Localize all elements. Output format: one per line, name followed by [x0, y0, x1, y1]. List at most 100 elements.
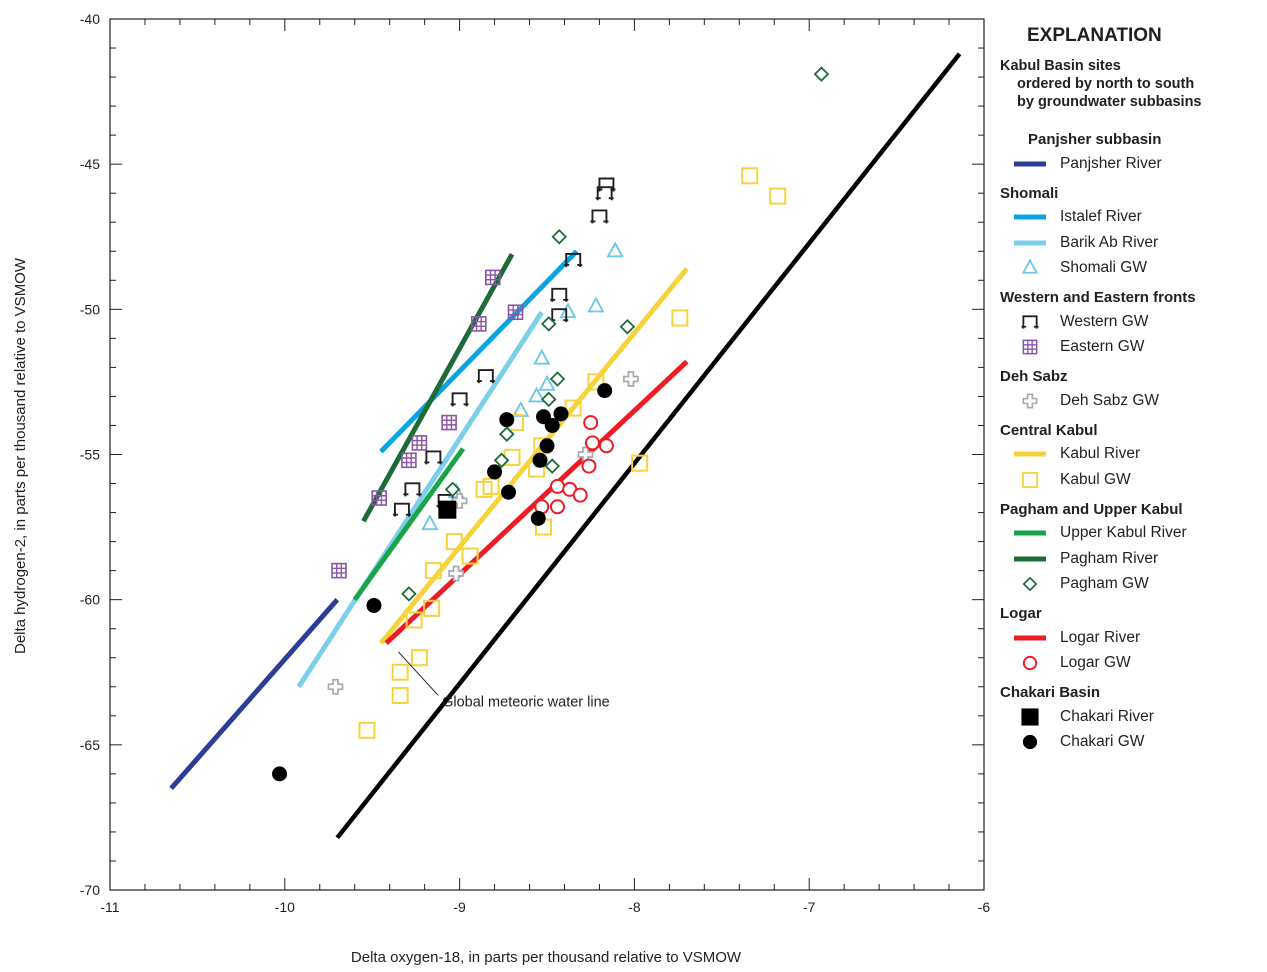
- series-line-pagham-river: [361, 252, 515, 523]
- x-tick-label: -11: [100, 899, 119, 915]
- data-point-chakari-gw: [532, 452, 548, 468]
- legend-item-label: Pagham GW: [1060, 575, 1149, 593]
- data-point-pagham-gw: [544, 458, 561, 474]
- data-point-kabul-gw: [587, 373, 605, 391]
- legend-group-panjsher-subbasin: Panjsher subbasin Panjsher River: [1000, 129, 1267, 177]
- x-axis-title: Delta oxygen-18, in parts per thousand r…: [351, 949, 742, 966]
- data-point-eastern-gw: [401, 452, 417, 469]
- legend-group-title: Logar: [1000, 605, 1042, 622]
- legend-item-pagham-river: Pagham River: [1000, 546, 1267, 572]
- series-line-global-meteoric-water-line: [335, 52, 962, 840]
- data-point-eastern-gw: [507, 304, 524, 321]
- legend-group-title: Western and Eastern fronts: [1000, 289, 1196, 306]
- series-eastern-gw: [331, 269, 524, 579]
- data-point-deh-sabz-gw: [327, 678, 344, 695]
- data-point-eastern-gw: [331, 562, 347, 579]
- legend-group-central-kabul: Central Kabul Kabul River Kabul GW: [1000, 420, 1267, 493]
- legend-group-pagham-and-upper-kabul: Pagham and Upper Kabul Upper Kabul River P…: [1000, 499, 1267, 598]
- data-point-deh-sabz-gw: [623, 371, 639, 387]
- data-point-eastern-gw: [441, 414, 457, 431]
- legend-group-western-and-eastern-fronts: Western and Eastern fronts Western GW East…: [1000, 287, 1267, 360]
- legend-item-logar-river: Logar River: [1000, 625, 1267, 651]
- data-point-western-gw: [476, 369, 495, 384]
- legend-symbol-line: [1000, 522, 1060, 544]
- series-chakari-river: [438, 500, 457, 519]
- legend-item-label: Panjsher River: [1060, 154, 1162, 172]
- legend-item-pagham-gw: Pagham GW: [1000, 572, 1267, 598]
- data-point-deh-sabz-gw: [451, 493, 468, 509]
- legend-symbol-filled-square: [1000, 706, 1060, 728]
- legend-intro-line: by groundwater subbasins: [1017, 94, 1202, 110]
- series-western-gw: [392, 177, 616, 517]
- annotation-gmwl: Global meteoric water line: [398, 651, 610, 710]
- data-point-kabul-gw: [391, 686, 409, 704]
- series-line-upper-kabul-river: [352, 447, 466, 602]
- data-point-chakari-gw: [553, 406, 569, 422]
- x-tick-label: -8: [628, 899, 641, 915]
- x-tick-label: -7: [803, 899, 816, 915]
- legend-item-chakari-gw: Chakari GW: [1000, 730, 1267, 756]
- data-point-eastern-gw: [485, 269, 501, 286]
- plot-area: [109, 18, 985, 891]
- legend-title: EXPLANATION: [1027, 25, 1162, 46]
- legend-symbol-line: [1000, 443, 1060, 465]
- legend-intro: Kabul Basin sites ordered by north to so…: [1000, 57, 1267, 111]
- legend-symbol-diamond: [1000, 573, 1060, 595]
- legend-item-label: Chakari GW: [1060, 733, 1145, 751]
- y-axis-title: Delta hydrogen-2, in parts per thousand …: [12, 257, 29, 654]
- data-point-western-gw: [392, 502, 411, 517]
- data-point-western-gw: [595, 186, 614, 201]
- legend-item-label: Pagham River: [1060, 549, 1159, 567]
- legend-item-label: Istalef River: [1060, 208, 1142, 226]
- data-point-pagham-gw: [444, 481, 461, 498]
- data-point-eastern-gw: [471, 316, 487, 332]
- legend-intro-line: ordered by north to south: [1017, 76, 1195, 92]
- data-point-logar-gw: [598, 438, 614, 454]
- legend-item-kabul-river: Kabul River: [1000, 442, 1267, 468]
- legend-symbol-cross: [1000, 390, 1060, 412]
- legend-item-label: Upper Kabul River: [1060, 524, 1187, 542]
- data-point-logar-gw: [584, 435, 600, 451]
- y-tick-label: -50: [80, 301, 100, 317]
- series-global-meteoric-water-line: [335, 52, 962, 840]
- legend-item-label: Logar River: [1060, 628, 1141, 646]
- legend-symbol-circle: [1000, 652, 1060, 674]
- legend-item-label: Deh Sabz GW: [1060, 391, 1160, 409]
- data-point-deh-sabz-gw: [448, 565, 464, 582]
- data-point-shomali-gw: [512, 400, 530, 417]
- data-point-shomali-gw: [527, 386, 546, 403]
- legend-symbol-square: [1000, 469, 1060, 491]
- data-point-eastern-gw: [371, 490, 387, 506]
- y-tick-label: -40: [80, 11, 100, 27]
- data-point-pagham-gw: [540, 316, 557, 332]
- data-point-chakari-gw: [487, 464, 503, 480]
- data-point-shomali-gw: [606, 241, 624, 258]
- legend-item-upper-kabul-river: Upper Kabul River: [1000, 521, 1267, 547]
- legend-group-logar: Logar Logar River Logar GW: [1000, 603, 1267, 676]
- data-point-chakari-gw: [272, 766, 288, 782]
- data-point-logar-gw: [572, 487, 588, 503]
- legend-item-label: Barik Ab River: [1060, 233, 1159, 251]
- data-point-western-gw: [424, 450, 443, 465]
- data-point-kabul-gw: [405, 611, 423, 629]
- data-point-pagham-gw: [401, 586, 417, 602]
- legend-group-title: Central Kabul: [1000, 421, 1098, 439]
- legend-item-label: Kabul GW: [1060, 470, 1131, 488]
- legend-item-label: Logar GW: [1060, 654, 1131, 672]
- series-logar-gw: [534, 415, 614, 515]
- legend-group-deh-sabz: Deh Sabz Deh Sabz GW: [1000, 366, 1267, 414]
- data-point-pagham-gw: [499, 426, 515, 442]
- data-point-pagham-gw: [540, 391, 557, 408]
- series-kabul-gw: [358, 167, 787, 739]
- data-point-logar-gw: [549, 499, 565, 515]
- legend-group-title: Panjsher subbasin: [1028, 131, 1162, 148]
- data-point-chakari-gw: [501, 484, 517, 500]
- data-point-logar-gw: [549, 478, 565, 494]
- data-point-kabul-gw: [769, 187, 787, 205]
- series-pagham-gw: [401, 66, 830, 602]
- legend-symbol-line: [1000, 206, 1060, 228]
- data-point-pagham-gw: [551, 228, 568, 245]
- legend-item-eastern-gw: Eastern GW: [1000, 335, 1267, 361]
- data-point-kabul-gw: [391, 663, 409, 681]
